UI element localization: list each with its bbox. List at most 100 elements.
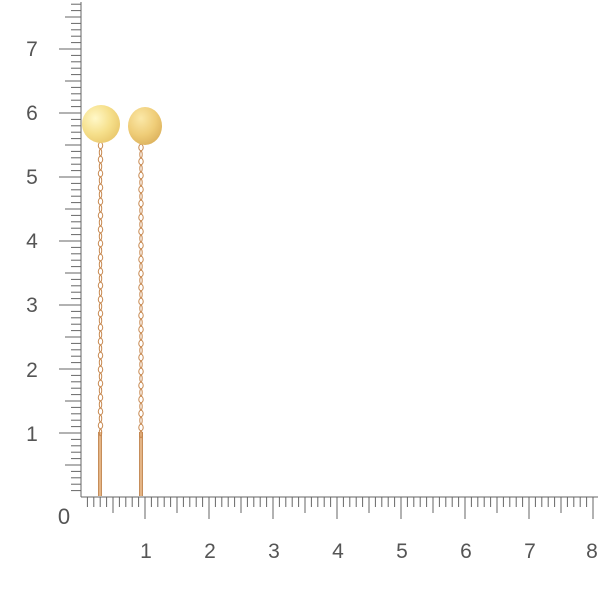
ruler-origin-label: 0 xyxy=(58,504,70,529)
chain-link xyxy=(139,290,143,299)
chain-link xyxy=(98,148,103,157)
vertical-ruler-ticks xyxy=(59,3,81,492)
chain-link xyxy=(138,283,144,292)
chain-link xyxy=(98,302,103,311)
chain-link xyxy=(98,246,103,255)
chain-link xyxy=(139,164,143,173)
chain-link xyxy=(98,400,103,409)
chain-link xyxy=(97,421,104,430)
chain-link xyxy=(138,255,144,264)
chain-link xyxy=(139,374,143,383)
chain-link xyxy=(139,388,143,397)
chain-link xyxy=(98,218,103,227)
x-label-4: 4 xyxy=(332,540,344,563)
chain-link xyxy=(98,288,103,297)
chain-link xyxy=(138,339,144,348)
horizontal-ruler-ticks xyxy=(86,497,594,519)
chain-link xyxy=(139,192,143,201)
chain-link xyxy=(97,239,104,248)
x-label-2: 2 xyxy=(204,540,216,563)
x-label-7: 7 xyxy=(524,540,536,563)
chain-link xyxy=(97,365,104,374)
chain-link xyxy=(138,241,144,250)
chain-link xyxy=(139,276,143,285)
chain-link xyxy=(98,358,103,367)
chain-link xyxy=(138,213,144,222)
chain-link xyxy=(138,269,144,278)
chain-link xyxy=(138,395,144,404)
chain-link xyxy=(97,169,104,178)
chain-link xyxy=(139,234,143,243)
chain-link xyxy=(97,197,104,206)
chain-link xyxy=(138,297,144,306)
y-label-4: 4 xyxy=(26,230,38,253)
chain-link xyxy=(97,337,104,346)
chain-link xyxy=(139,318,143,327)
chain-link xyxy=(98,414,103,423)
chain-link xyxy=(139,262,143,271)
chain-link xyxy=(97,281,104,290)
chain-link xyxy=(138,423,144,432)
earring-left xyxy=(82,105,120,496)
y-label-3: 3 xyxy=(26,294,38,317)
chain-link xyxy=(139,304,143,313)
chain-link xyxy=(97,253,104,262)
chain-link xyxy=(98,344,103,353)
chain-link xyxy=(139,150,143,159)
earring-left-disc xyxy=(82,105,120,143)
chain-link xyxy=(97,323,104,332)
chain-link xyxy=(139,178,143,187)
chain-link xyxy=(138,227,144,236)
x-label-1: 1 xyxy=(140,540,152,563)
earring-right-disc xyxy=(128,107,162,145)
chain-link xyxy=(139,430,143,439)
chain-link xyxy=(138,367,144,376)
chain-link xyxy=(98,330,103,339)
y-label-7: 7 xyxy=(26,38,38,61)
chain-link xyxy=(139,332,143,341)
chain-link xyxy=(138,409,144,418)
chain-link xyxy=(98,372,103,381)
chain-link xyxy=(139,248,143,257)
chain-link xyxy=(139,416,143,425)
earring-left-bar xyxy=(98,432,102,496)
chain-link xyxy=(139,346,143,355)
x-label-6: 6 xyxy=(460,540,472,563)
chain-link xyxy=(138,325,144,334)
chain-link xyxy=(98,162,103,171)
chain-link xyxy=(138,171,144,180)
chain-link xyxy=(97,267,104,276)
chain-link xyxy=(138,381,144,390)
y-label-2: 2 xyxy=(26,359,38,382)
y-label-5: 5 xyxy=(26,166,38,189)
chain-link xyxy=(139,206,143,215)
chain-link xyxy=(138,185,144,194)
chain-link xyxy=(98,386,103,395)
chain-link xyxy=(138,353,144,362)
chain-link xyxy=(97,393,104,402)
x-label-5: 5 xyxy=(396,540,408,563)
chain-link xyxy=(97,309,104,318)
chain-link xyxy=(138,311,144,320)
chain-link xyxy=(97,379,104,388)
chain-link xyxy=(98,204,103,213)
y-label-6: 6 xyxy=(26,102,38,125)
earring-right xyxy=(128,107,162,496)
chain-link xyxy=(97,155,104,164)
earring-left-chain xyxy=(97,141,104,437)
chain-link xyxy=(139,360,143,369)
chain-link xyxy=(139,220,143,229)
x-label-3: 3 xyxy=(268,540,280,563)
chain-link xyxy=(98,176,103,185)
chain-link xyxy=(98,274,103,283)
chain-link xyxy=(97,183,104,192)
chain-link xyxy=(97,211,104,220)
x-label-8: 8 xyxy=(586,540,598,563)
chain-link xyxy=(98,190,103,199)
chain-link xyxy=(138,143,144,152)
earring-right-bar xyxy=(139,432,143,496)
chain-link xyxy=(97,295,104,304)
ruler: 0 1 2 3 4 5 6 7 1 2 3 4 5 6 7 8 xyxy=(26,2,598,563)
chain-link xyxy=(138,199,144,208)
